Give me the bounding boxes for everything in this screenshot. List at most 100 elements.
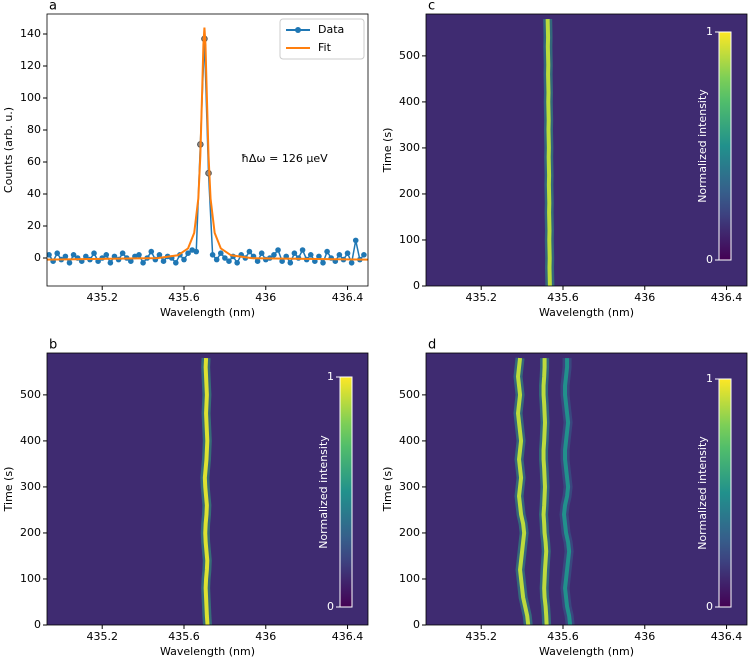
spectral-line xyxy=(541,358,549,625)
y-axis-label: Time (s) xyxy=(2,467,15,513)
panel-label: b xyxy=(49,338,57,353)
y-tick-label: 400 xyxy=(399,95,420,108)
x-axis-label: Wavelength (nm) xyxy=(160,306,255,319)
data-point xyxy=(181,256,187,263)
data-point xyxy=(213,256,220,263)
data-point xyxy=(279,258,285,265)
x-axis-label: Wavelength (nm) xyxy=(539,306,634,319)
data-point xyxy=(136,252,142,258)
data-point xyxy=(320,260,326,266)
plot-area xyxy=(47,353,368,625)
x-tick-label: 436.4 xyxy=(332,630,364,643)
data-point xyxy=(173,260,179,266)
x-tick-label: 436 xyxy=(634,630,655,643)
y-tick-label: 0 xyxy=(34,618,41,631)
spectral-line xyxy=(545,19,552,286)
data-point xyxy=(234,260,240,266)
y-tick-label: 0 xyxy=(413,279,420,292)
data-point xyxy=(209,252,216,258)
data-point xyxy=(271,252,277,258)
y-tick-label: 0 xyxy=(413,618,420,631)
data-point xyxy=(70,252,77,258)
heatmap-background xyxy=(426,353,747,625)
panel-label: a xyxy=(49,0,57,14)
panel-label: d xyxy=(428,338,436,353)
y-tick-label: 100 xyxy=(20,91,41,104)
data-point xyxy=(91,250,97,256)
x-tick-label: 436.4 xyxy=(332,291,364,304)
x-axis-label: Wavelength (nm) xyxy=(539,645,634,658)
data-point xyxy=(119,250,126,256)
plot-area xyxy=(426,14,747,286)
y-tick-label: 300 xyxy=(399,141,420,154)
axes-frame xyxy=(46,13,369,287)
x-axis-label: Wavelength (nm) xyxy=(160,645,255,658)
colorbar-tick-label: 0 xyxy=(706,253,713,266)
spectral-line xyxy=(561,358,573,625)
data-point xyxy=(324,248,330,255)
data-point xyxy=(83,253,89,260)
data-point xyxy=(352,237,359,244)
y-axis-label: Time (s) xyxy=(381,467,394,513)
data-point xyxy=(217,250,224,256)
y-tick-label: 60 xyxy=(27,155,41,168)
x-tick-label: 435.6 xyxy=(547,291,579,304)
data-point xyxy=(148,248,155,255)
colorbar-tick-label: 0 xyxy=(327,600,334,613)
x-tick-label: 435.2 xyxy=(86,630,118,643)
x-tick-label: 436 xyxy=(255,630,276,643)
y-tick-label: 120 xyxy=(20,59,41,72)
data-point xyxy=(287,260,294,266)
legend-label: Fit xyxy=(318,41,332,54)
y-tick-label: 400 xyxy=(20,434,41,447)
y-tick-label: 200 xyxy=(20,526,41,539)
x-tick-label: 436 xyxy=(634,291,655,304)
data-point xyxy=(336,252,343,258)
data-point xyxy=(62,253,69,260)
data-point xyxy=(47,252,52,258)
data-point xyxy=(160,258,167,265)
y-tick-label: 140 xyxy=(20,27,41,40)
plot-area xyxy=(426,353,747,625)
data-point xyxy=(140,260,146,266)
legend-label: Data xyxy=(318,23,344,36)
colorbar xyxy=(718,378,732,608)
colorbar xyxy=(718,31,732,261)
data-point xyxy=(185,250,191,256)
y-tick-label: 40 xyxy=(27,187,41,200)
data-point xyxy=(254,258,261,265)
y-tick-label: 400 xyxy=(399,434,420,447)
data-point xyxy=(156,252,163,258)
y-tick-label: 20 xyxy=(27,219,41,232)
data-point xyxy=(275,247,281,253)
series-line xyxy=(47,27,368,261)
y-tick-label: 100 xyxy=(399,572,420,585)
x-tick-label: 436.4 xyxy=(711,630,743,643)
y-axis-label: Time (s) xyxy=(381,128,394,174)
axes-frame xyxy=(46,352,369,626)
y-tick-label: 300 xyxy=(20,480,41,493)
data-point xyxy=(316,253,322,260)
data-point xyxy=(222,255,228,261)
axes-frame xyxy=(425,352,748,626)
legend-marker xyxy=(295,27,301,33)
colorbar-label: Normalized intensity xyxy=(696,89,709,203)
y-tick-label: 0 xyxy=(34,251,41,264)
data-point xyxy=(361,252,367,258)
spectral-line xyxy=(515,357,531,625)
y-tick-label: 100 xyxy=(399,233,420,246)
data-point xyxy=(307,252,314,258)
x-tick-label: 435.2 xyxy=(465,291,497,304)
data-point xyxy=(54,250,61,256)
x-tick-label: 435.2 xyxy=(86,291,118,304)
data-point xyxy=(107,260,114,266)
data-point xyxy=(128,258,134,265)
data-point xyxy=(193,248,200,255)
data-point xyxy=(66,260,73,266)
panel-label: c xyxy=(428,0,435,14)
y-tick-label: 300 xyxy=(399,480,420,493)
x-tick-label: 435.6 xyxy=(168,291,200,304)
colorbar xyxy=(339,376,353,608)
